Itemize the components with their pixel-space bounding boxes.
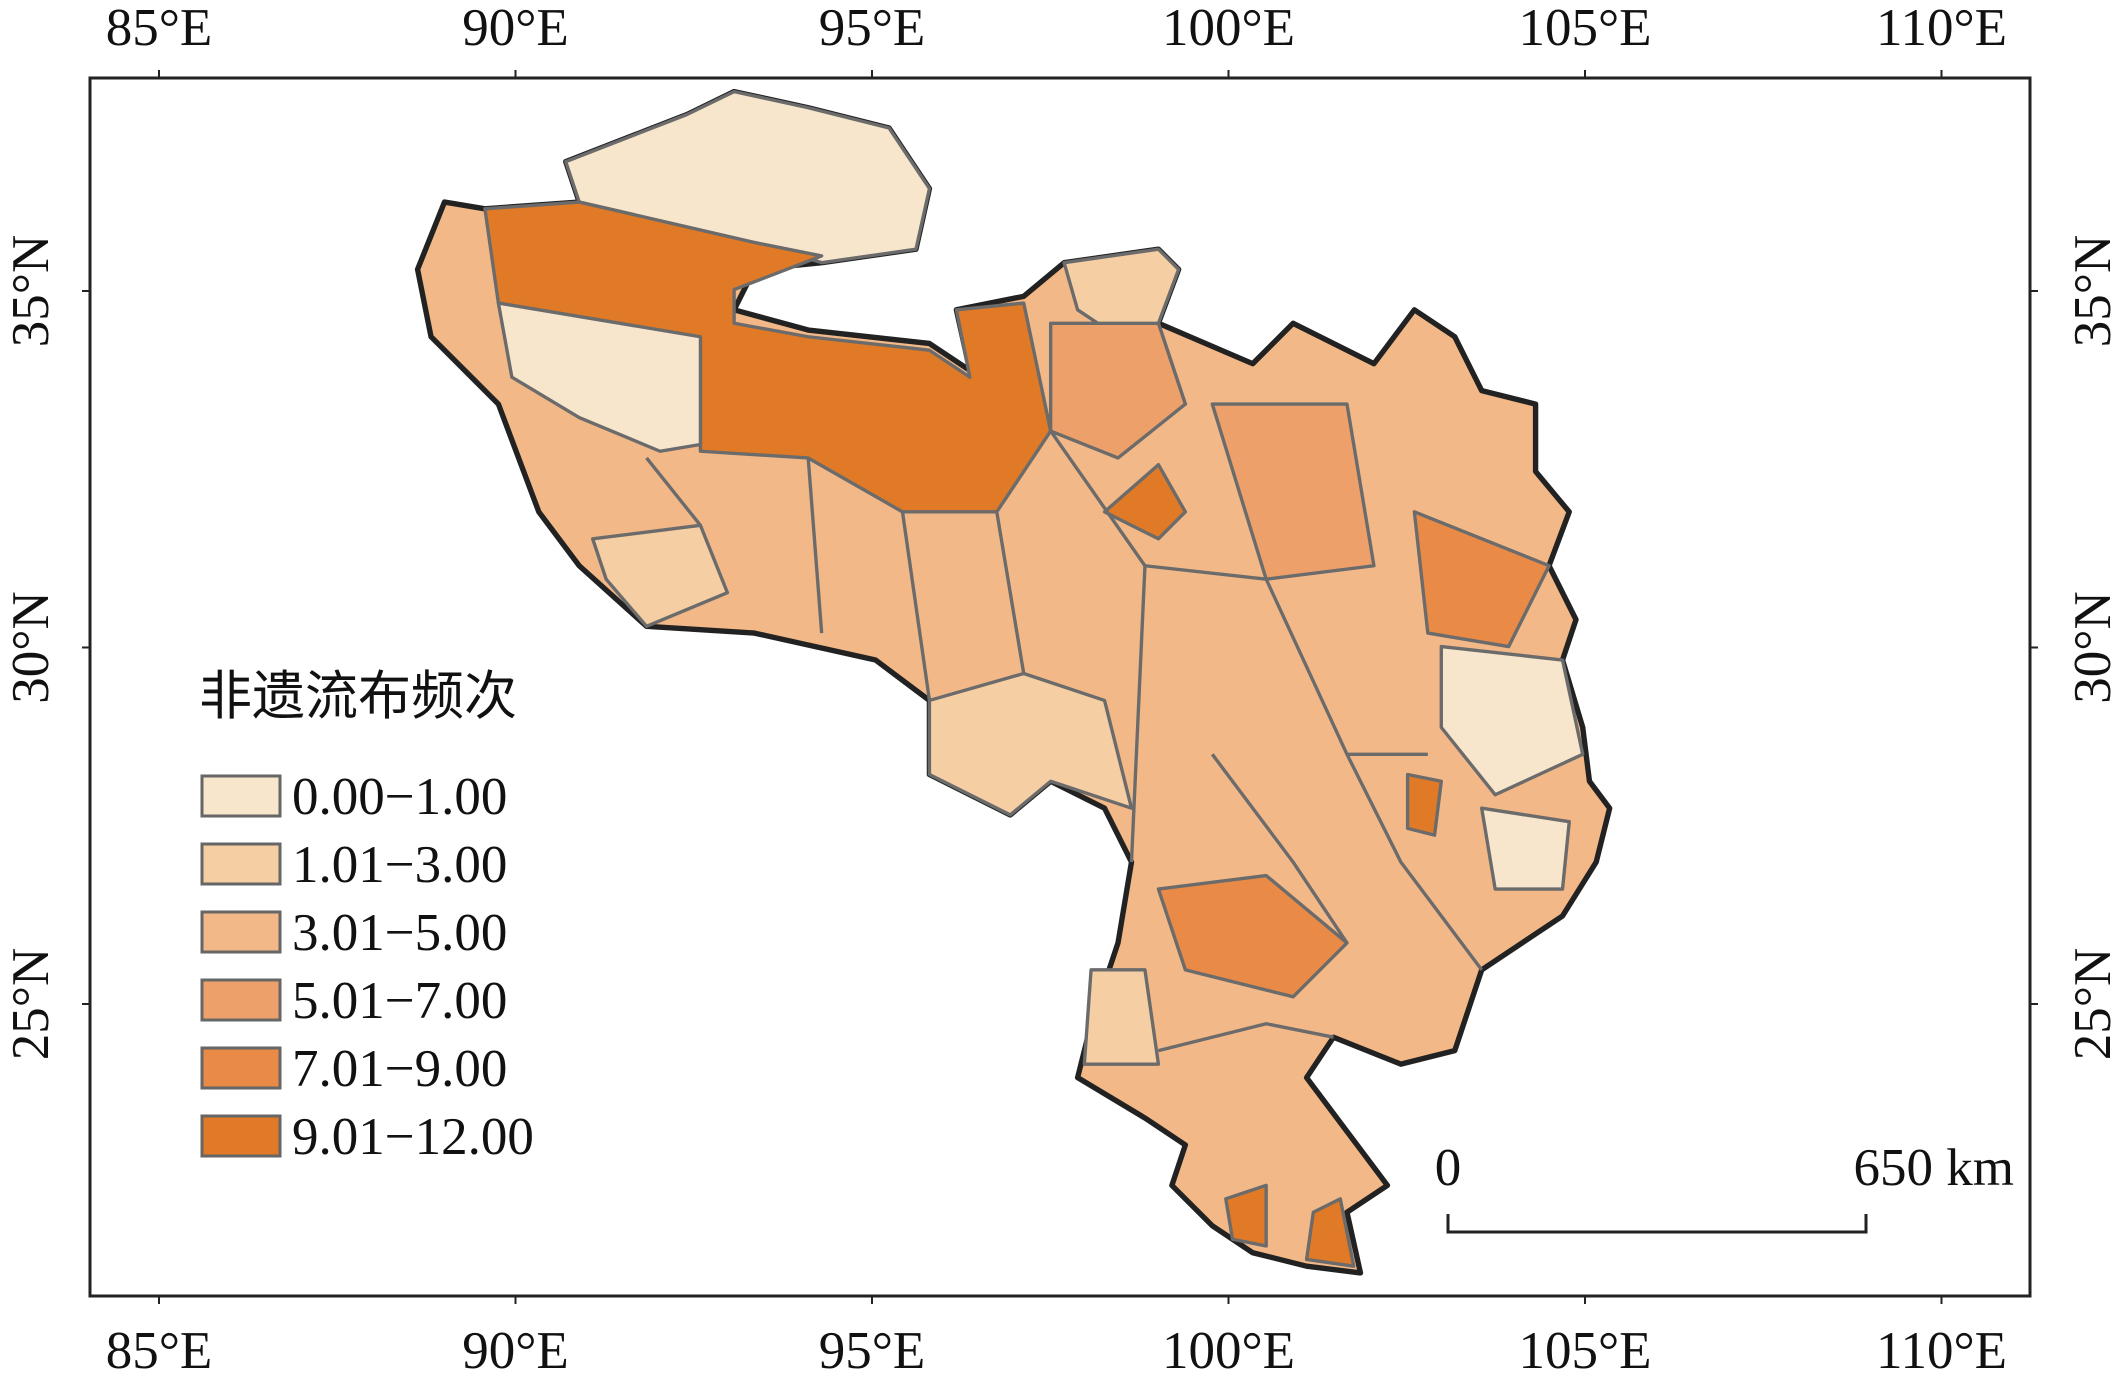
legend-label: 5.01−7.00 [292, 972, 507, 1030]
legend-swatch [200, 842, 282, 886]
region [1048, 321, 1188, 460]
region [927, 671, 1134, 817]
scale-bar-end: 650 km [1854, 1139, 2014, 1197]
region [1412, 510, 1551, 649]
scale-bar [1446, 1214, 1868, 1234]
legend-title: 非遗流布频次 [199, 668, 517, 726]
region [1210, 402, 1376, 581]
legend: 0.00−1.00 1.01−3.00 3.01−5.00 5.01−7.00 7.01… [200, 768, 534, 1166]
region-map [414, 88, 1613, 1276]
lat-label: 30°N [2, 591, 60, 703]
lon-label: 100°E [1162, 0, 1295, 57]
lon-label: 85°E [106, 0, 213, 57]
lat-label: 25°N [2064, 948, 2112, 1060]
lon-label: 85°E [106, 1322, 213, 1378]
lon-label: 105°E [1518, 1322, 1651, 1378]
legend-label: 3.01−5.00 [292, 904, 507, 962]
region [1405, 772, 1443, 837]
legend-label: 0.00−1.00 [292, 768, 507, 826]
region [1156, 873, 1349, 999]
region [1439, 644, 1585, 797]
region [496, 301, 703, 453]
region [1102, 463, 1188, 541]
boundary-lines [645, 430, 1484, 1053]
legend-swatch [200, 910, 282, 954]
legend-label: 1.01−3.00 [292, 836, 507, 894]
scale-bar-start: 0 [1435, 1139, 1462, 1197]
lon-label: 110°E [1876, 0, 2007, 57]
legend-swatch [200, 1114, 282, 1158]
lat-label: 25°N [2, 948, 60, 1060]
lon-label: 105°E [1518, 0, 1651, 57]
region [590, 523, 730, 629]
lat-label: 30°N [2064, 591, 2112, 703]
legend-swatch [200, 774, 282, 818]
region [1082, 968, 1161, 1066]
legend-swatch [200, 1046, 282, 1090]
lon-label: 95°E [819, 0, 926, 57]
lon-label: 90°E [462, 1322, 569, 1378]
legend-label: 9.01−12.00 [292, 1108, 534, 1166]
lon-label: 100°E [1162, 1322, 1295, 1378]
legend-label: 7.01−9.00 [292, 1040, 507, 1098]
region [1480, 806, 1571, 891]
region [1304, 1197, 1356, 1268]
lon-label: 110°E [1876, 1322, 2007, 1378]
lon-label: 90°E [462, 0, 569, 57]
lon-label: 95°E [819, 1322, 926, 1378]
region [1224, 1183, 1268, 1248]
lat-label: 35°N [2, 235, 60, 347]
lat-label: 35°N [2064, 235, 2112, 347]
legend-swatch [200, 978, 282, 1022]
